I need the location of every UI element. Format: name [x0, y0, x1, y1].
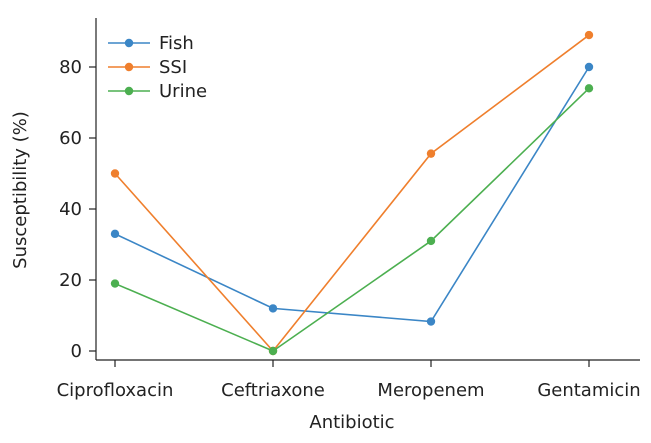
- data-point-fish: [110, 229, 120, 239]
- y-tick-label: 0: [71, 341, 82, 362]
- series-fish: [110, 62, 594, 326]
- y-tick-label: 40: [59, 199, 82, 220]
- legend-item-ssi: SSI: [108, 57, 187, 78]
- y-tick-label: 80: [59, 57, 82, 78]
- data-point-urine: [268, 346, 278, 356]
- series-line-urine: [114, 87, 590, 352]
- data-point-ssi: [110, 169, 120, 178]
- data-point-ssi: [426, 149, 436, 158]
- legend-marker: [124, 86, 134, 96]
- y-axis-ticks: 0 20 40 60 80: [59, 57, 96, 362]
- y-tick-label: 20: [59, 270, 82, 291]
- data-point-urine: [584, 84, 594, 93]
- data-point-urine: [110, 279, 120, 288]
- data-point-fish: [584, 62, 594, 72]
- legend: Fish SSI Urine: [108, 33, 207, 102]
- data-point-ssi: [584, 30, 594, 40]
- x-tick-label: Meropenem: [377, 380, 484, 401]
- series-ssi: [110, 30, 594, 356]
- legend-item-urine: Urine: [108, 81, 207, 102]
- x-tick-label: Ciprofloxacin: [57, 380, 174, 401]
- legend-label: SSI: [159, 57, 187, 78]
- data-point-fish: [268, 304, 278, 313]
- legend-item-fish: Fish: [108, 33, 194, 54]
- legend-label: Fish: [159, 33, 194, 54]
- data-point-urine: [426, 236, 436, 246]
- data-point-fish: [426, 317, 436, 326]
- x-tick-label: Gentamicin: [537, 380, 640, 401]
- legend-label: Urine: [159, 81, 207, 102]
- y-tick-label: 60: [59, 128, 82, 149]
- series-line-ssi: [114, 34, 590, 353]
- legend-marker: [124, 38, 134, 48]
- series-line-fish: [114, 66, 590, 323]
- x-axis-title: Antibiotic: [309, 412, 394, 433]
- legend-marker: [124, 62, 134, 72]
- x-tick-label: Ceftriaxone: [221, 380, 325, 401]
- series-urine: [110, 84, 594, 356]
- y-axis-title: Susceptibility (%): [10, 111, 31, 269]
- axes: [95, 18, 640, 361]
- x-axis-ticks: Ciprofloxacin Ceftriaxone Meropenem Gentami…: [57, 360, 641, 401]
- series-layer: [110, 30, 594, 356]
